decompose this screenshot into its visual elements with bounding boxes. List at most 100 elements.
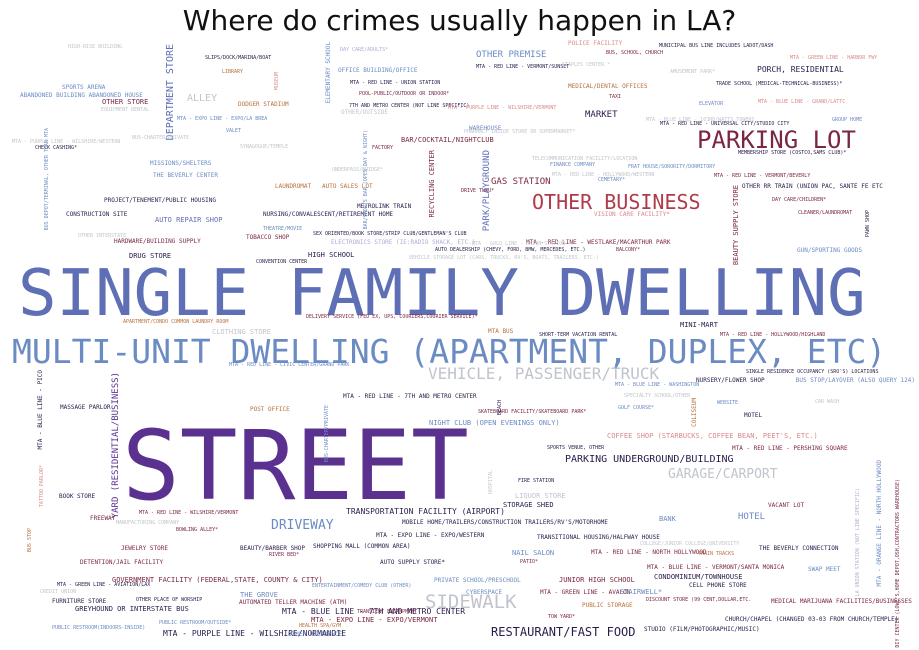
word-finance-company: FINANCE COMPANY: [550, 162, 596, 168]
word-missions-shelters: MISSIONS/SHELTERS: [150, 160, 212, 167]
word-day-care-children: DAY CARE/CHILDREN*: [772, 197, 827, 203]
word-cell-phone-store: CELL PHONE STORE: [689, 582, 747, 589]
word-the-beverly-center: THE BEVERLY CENTER: [153, 172, 219, 179]
word-police-facility: POLICE FACILITY: [568, 40, 623, 47]
word-drive-thru: DRIVE THRU*: [461, 188, 495, 194]
word-single-family-dwelling: SINGLE FAMILY DWELLING: [18, 257, 866, 331]
word-jewelry-store: JEWELRY STORE: [121, 545, 168, 552]
word-manufacturing-company: MANUFACTURING COMPANY: [116, 520, 180, 526]
word-freeway: FREEWAY: [90, 515, 116, 522]
word-beauty-supply-store: BEAUTY SUPPLY STORE: [732, 185, 740, 266]
word-hospital: HOSPITAL: [488, 470, 494, 495]
word-driveway: DRIVEWAY: [271, 518, 334, 533]
word-vision-care-facility: VISION CARE FACILITY*: [594, 211, 670, 218]
word-diy-center-lowe-s-home-depot-osh-contractors-warehouse: DIY CENTER (LOWE'S,HOME DEPOT,OSH,CONTRA…: [895, 479, 901, 648]
word-theatre-movie: THEATRE/MOVIE: [263, 226, 303, 232]
word-amusement-park: AMUSEMENT PARK*: [670, 69, 716, 75]
word-bus-stop-layover-also-query-124: BUS STOP/LAYOVER (ALSO QUERY 124): [795, 377, 915, 384]
word-auto-supply-store: AUTO SUPPLY STORE*: [380, 559, 446, 566]
word-construction-site: CONSTRUCTION SITE: [66, 211, 128, 218]
word-nail-salon: NAIL SALON: [512, 549, 555, 557]
word-sports-arena: SPORTS ARENA: [62, 84, 106, 91]
word-short-term-vacation-rental: SHORT-TERM VACATION RENTAL: [539, 332, 618, 338]
word-automated-teller-machine-atm: AUTOMATED TELLER MACHINE (ATM): [239, 599, 348, 606]
word-church-chapel-changed-03-03-from-church-temple: CHURCH/CHAPEL (CHANGED 03-03 FROM CHURCH…: [725, 616, 899, 623]
word-bar-cocktail-nightclub: BAR/COCKTAIL/NIGHTCLUB: [401, 136, 494, 144]
word-mta-red-line-vermont-beverly: MTA - RED LINE - VERMONT/BEVERLY: [714, 173, 811, 179]
word-coffee-shop-starbucks-coffee-bean-peet-s-etc: COFFEE SHOP (STARBUCKS, COFFEE BEAN, PEE…: [607, 432, 818, 440]
word-bowling-alley: BOWLING ALLEY*: [176, 527, 219, 533]
word-pawn-shop: PAWN SHOP: [865, 210, 871, 238]
word-mta-red-line-civic-center-grand-park: MTA - RED LINE - CIVIC CENTER/GRAND PARK: [229, 362, 350, 368]
word-massage-parlor: MASSAGE PARLOR: [60, 404, 111, 411]
word-mta-green-line-harbor-fwy: MTA - GREEN LINE - HARBOR FWY: [790, 55, 878, 61]
word-public-restroom-indoors-inside: PUBLIC RESTROOM(INDOORS-INSIDE): [52, 625, 146, 631]
word-library: LIBRARY: [222, 69, 244, 75]
word-mobile-home-trailers-construction-trailers-rv-s-motorhome: MOBILE HOME/TRAILERS/CONSTRUCTION TRAILE…: [402, 519, 608, 526]
word-bus-stop: BUS STOP: [27, 528, 33, 553]
word-other-premise: OTHER PREMISE: [476, 50, 547, 60]
word-mta-bus: MTA BUS: [488, 328, 514, 335]
word-auto-sales-lot: AUTO SALES LOT: [322, 183, 373, 190]
word-discount-store-99-cent-dollar-etc: DISCOUNT STORE (99 CENT,DOLLAR,ETC.: [646, 597, 752, 603]
word-train-tracks: TRAIN TRACKS: [698, 551, 735, 557]
word-parking-lot: PARKING LOT: [697, 126, 856, 154]
word-motel: MOTEL: [744, 412, 763, 419]
word-slips-dock-marina-boat: SLIPS/DOCK/MARINA/BOAT: [205, 55, 272, 61]
word-mta-gold-line-union-station: MTA - GOLD LINE - UNION STATION: [472, 241, 566, 247]
chart-title: Where do crimes usually happen in LA?: [182, 4, 737, 37]
word-mta-blue-line-7th-and-metro-center: MTA - BLUE LINE - 7TH AND METRO CENTER: [282, 607, 466, 616]
word-mta-blue-line-grand-lattc: MTA - BLUE LINE - GRAND/LATTC: [758, 99, 846, 105]
word-entertainment-comedy-club-other: ENTERTAINMENT/COMEDY CLUB (OTHER): [312, 583, 412, 589]
word-bus-charter-private: BUS-CHARTER/PRIVATE: [132, 135, 190, 141]
word-river-bed: RIVER BED*: [269, 552, 300, 558]
word-night-club-open-evenings-only: NIGHT CLUB (OPEN EVENINGS ONLY): [429, 419, 560, 427]
word-mta-orange-line-north-hollywood: MTA - ORANGE LINE - NORTH HOLLYWOOD: [876, 460, 883, 587]
word-department-store: DEPARTMENT STORE: [165, 44, 176, 141]
word-coliseum: COLISEUM: [691, 398, 698, 427]
word-gas-station: GAS STATION: [491, 177, 551, 187]
word-bus-depot-terminal-other-than-mta: BUS DEPOT/TERMINAL, OTHER THAN MTA: [44, 128, 50, 231]
word-mta-red-line-universal-city-studio-city: MTA - RED LINE - UNIVERSAL CITY/STUDIO C…: [660, 121, 790, 127]
word-metrolink-train: METROLINK TRAIN: [357, 203, 412, 210]
word-electronics-store-ie-radio-shack-etc: ELECTRONICS STORE (IE:RADIO SHACK, ETC.): [331, 239, 476, 246]
word-market: MARKET: [585, 110, 618, 120]
word-cemetary: CEMETARY*: [598, 177, 626, 183]
word-synagogue-temple: SYNAGOGUE/TEMPLE: [240, 144, 289, 150]
word-mta-expo-line-expo-western: MTA - EXPO LINE - EXPO/WESTERN: [376, 532, 485, 539]
word-nursing-convalescent-retirement-home: NURSING/CONVALESCENT/RETIREMENT HOME: [263, 211, 394, 218]
word-mta-expo-line-expo-la-brea: MTA - EXPO LINE - EXPO/LA BREA: [177, 116, 268, 122]
word-health-spa-gym: HEALTH SPA/GYM: [299, 623, 342, 629]
word-elevator: ELEVATOR: [699, 101, 724, 107]
word-tobacco-shop: TOBACCO SHOP: [246, 234, 290, 241]
word-pool-public-outdoor-or-indoor: POOL-PUBLIC/OUTDOOR OR INDOOR*: [359, 91, 450, 97]
word-vacant-lot: VACANT LOT: [768, 502, 805, 509]
word-other-business: OTHER BUSINESS: [532, 190, 701, 214]
word-credit-union: CREDIT UNION: [40, 589, 77, 595]
word-beauty-barber-shop: BEAUTY/BARBER SHOP: [240, 545, 306, 552]
word-abandoned-building-abandoned-house: ABANDONED BUILDING ABANDONED HOUSE: [20, 92, 143, 99]
word-the-beverly-connection: THE BEVERLY CONNECTION: [759, 545, 839, 552]
word-auto-repair-shop: AUTO REPAIR SHOP: [155, 216, 223, 224]
word-municipal-bus-line-includes-ladot-dash: MUNICIPAL BUS LINE INCLUDES LADOT/DASH: [659, 43, 774, 49]
word-post-office: POST OFFICE: [250, 406, 290, 413]
word-fire-station: FIRE STATION: [518, 478, 555, 484]
word-equipment-rental: EQUIPMENT RENTAL: [101, 107, 150, 113]
word-mta-red-line-vermont-sunset: MTA - RED LINE - VERMONT/SUNSET: [476, 64, 570, 70]
word-book-store: BOOK STORE: [59, 493, 96, 500]
word-balcony: BALCONY*: [616, 247, 641, 253]
word-vehicle-storage-lot-cars-trucks-rv-s-boats-trailers-etc: VEHICLE STORAGE LOT (CARS, TRUCKS, RV'S,…: [409, 255, 599, 261]
word-website: WEBSITE: [717, 400, 739, 406]
word-underpass-bridge: UNDERPASS/BRIDGE*: [332, 167, 384, 173]
word-transitional-housing-halfway-house: TRANSITIONAL HOUSING/HALFWAY HOUSE: [537, 534, 660, 541]
word-group-home: GROUP HOME: [832, 117, 863, 123]
word-medical-dental-offices: MEDICAL/DENTAL OFFICES: [568, 83, 648, 90]
word-office-building-office: OFFICE BUILDING/OFFICE: [338, 67, 418, 74]
word-shopping-mall-common-area: SHOPPING MALL (COMMON AREA): [313, 543, 411, 550]
word-staples-center: STAPLES CENTER *: [562, 62, 611, 68]
word-transient-encampment: TRANSIENT ENCAMPMENT: [357, 609, 418, 615]
word-restaurant-fast-food: RESTAURANT/FAST FOOD: [491, 625, 636, 639]
word-recycling-center: RECYCLING CENTER: [428, 150, 436, 218]
word-mta-blue-line-washington: MTA - BLUE LINE - WASHINGTON: [615, 382, 700, 388]
word-7th-and-metro-center-not-line-specific: 7TH AND METRO CENTER (NOT LINE SPECIFIC): [349, 103, 470, 109]
